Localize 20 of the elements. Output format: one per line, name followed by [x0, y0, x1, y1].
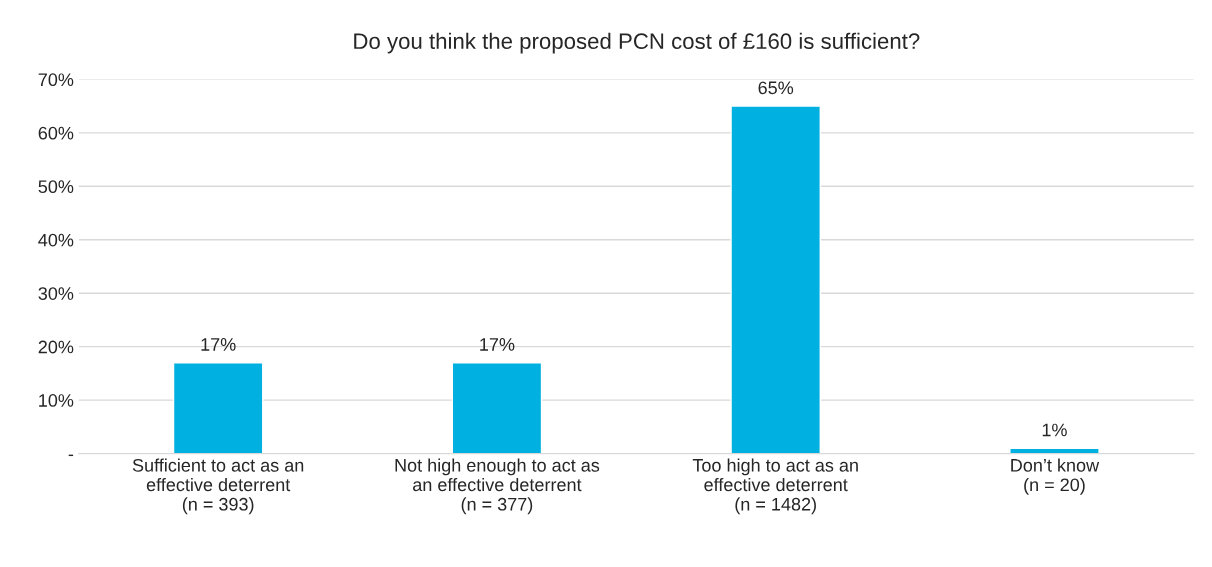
y-tick-label: 10%: [39, 394, 74, 407]
bar: [451, 362, 543, 454]
y-tick-label: 60%: [38, 126, 74, 140]
y-tick-label: 40%: [38, 233, 74, 247]
bar: [172, 362, 264, 454]
bar: [730, 105, 821, 454]
x-tick-label: Not high enough to act as an effective deterrent (n = 377): [395, 458, 600, 515]
x-tick-label: Don’t know (n = 20): [1011, 458, 1100, 495]
data-label: 17%: [201, 338, 236, 351]
data-label: 1%: [1042, 423, 1067, 437]
data-label: 17%: [480, 338, 515, 351]
data-label: 65%: [758, 81, 794, 95]
chart-title: Do you think the proposed PCN cost of £160 is sufficient?: [354, 32, 920, 54]
y-tick-label: 70%: [38, 73, 74, 87]
x-tick-label: Too high to act as an effective deterrent (n = 1482): [692, 458, 858, 515]
y-tick-label: 20%: [38, 340, 74, 354]
y-tick-label: -: [68, 454, 74, 457]
y-tick-label: 50%: [38, 180, 74, 194]
y-tick-label: 30%: [38, 287, 74, 300]
x-tick-label: Sufficient to act as an effective deterrent (n = 393): [132, 458, 304, 515]
